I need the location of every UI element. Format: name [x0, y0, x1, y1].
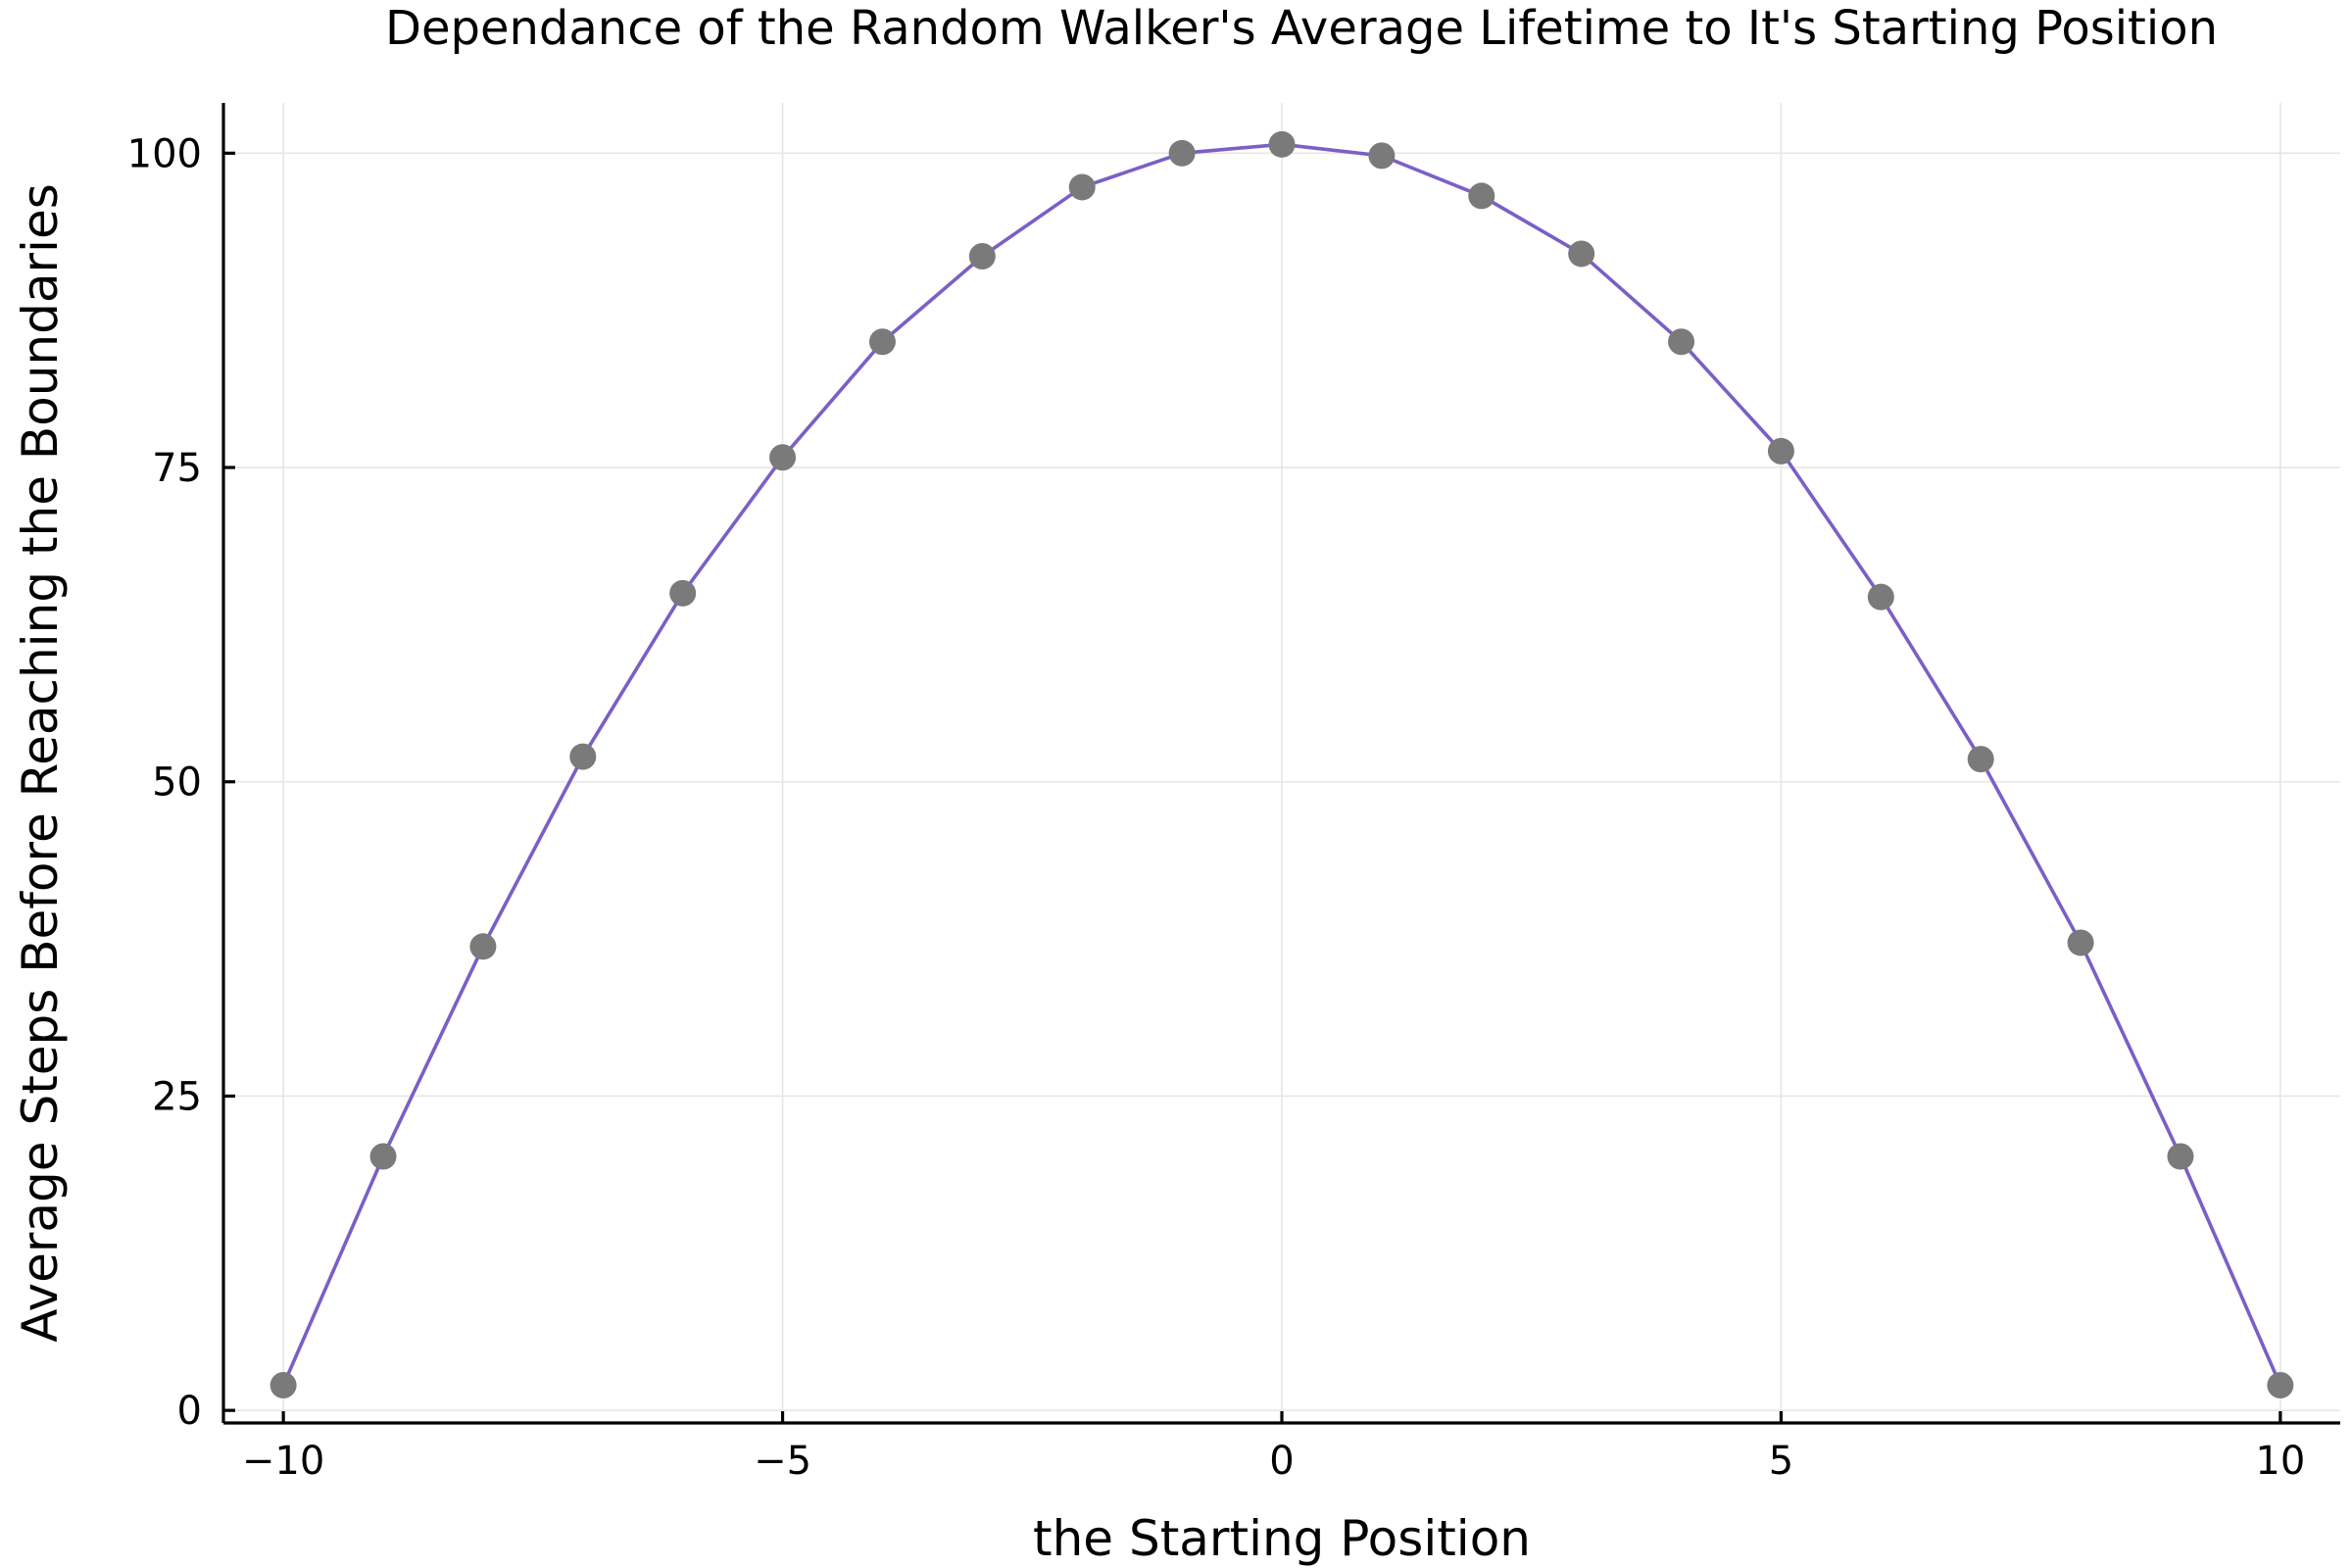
y-tick-label: 50 — [152, 760, 202, 806]
data-point — [968, 243, 996, 270]
grid — [223, 103, 2340, 1423]
data-point — [2167, 1143, 2194, 1170]
data-point — [1168, 139, 1196, 167]
chart-title: Dependance of the Random Walker's Averag… — [385, 1, 2218, 56]
data-point — [1867, 583, 1894, 611]
data-point — [669, 579, 697, 607]
series-layer — [270, 130, 2294, 1399]
data-point — [1268, 130, 1296, 158]
y-tick-label: 25 — [152, 1074, 202, 1119]
data-point — [1468, 182, 1495, 210]
y-axis-title: Average Steps Before Reaching the Bounda… — [12, 183, 69, 1343]
data-point — [469, 933, 497, 960]
x-tick-label: −5 — [754, 1439, 811, 1484]
x-tick-label: 10 — [2255, 1439, 2305, 1484]
data-point — [1767, 437, 1794, 465]
y-tick-label: 75 — [152, 446, 202, 491]
data-point — [769, 444, 797, 471]
data-point — [1068, 173, 1096, 201]
x-tick-label: 5 — [1769, 1439, 1793, 1484]
data-point — [1568, 240, 1595, 268]
x-tick-label: −10 — [242, 1439, 324, 1484]
data-point — [1668, 328, 1695, 356]
data-point — [2267, 1372, 2294, 1399]
x-axis-title: the Starting Position — [1033, 1510, 1531, 1567]
data-point — [868, 328, 896, 356]
data-point — [1967, 746, 1994, 773]
data-point — [569, 743, 597, 770]
data-point — [1368, 142, 1396, 170]
x-tick-label: 0 — [1269, 1439, 1294, 1484]
y-tick-label: 0 — [177, 1389, 202, 1434]
data-point — [270, 1372, 297, 1399]
y-tick-label: 100 — [127, 131, 202, 176]
data-point — [369, 1143, 397, 1170]
data-point — [2067, 929, 2094, 956]
